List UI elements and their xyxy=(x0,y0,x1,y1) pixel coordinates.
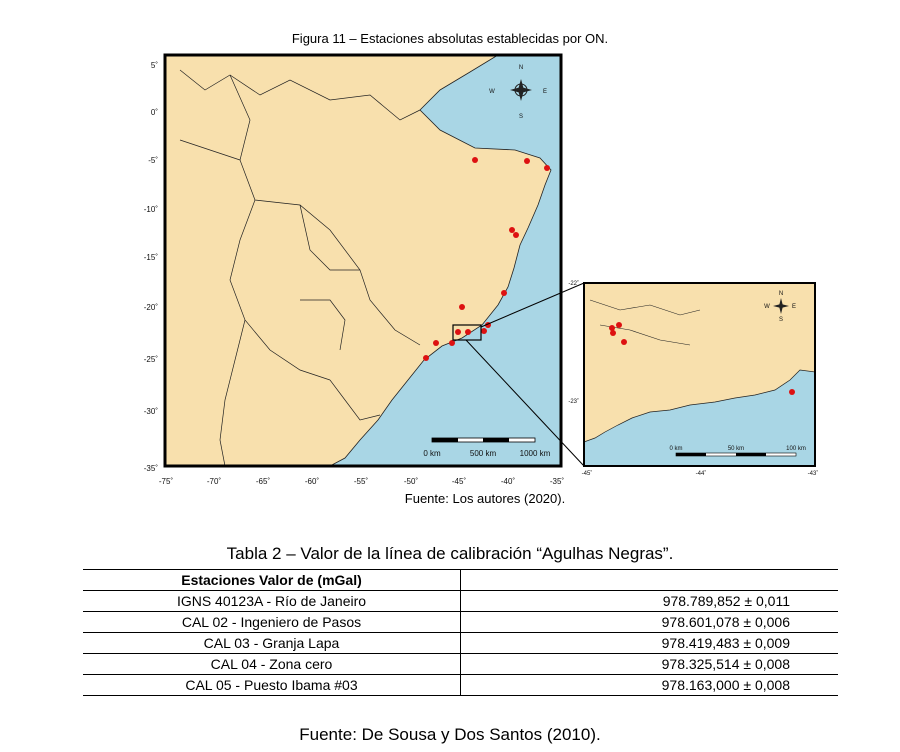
station-point xyxy=(544,165,550,171)
inset-compass-icon: N S E W xyxy=(764,291,796,323)
lat-tick: -20˚ xyxy=(144,303,159,312)
lat-tick: -5˚ xyxy=(148,156,158,165)
svg-text:0 km: 0 km xyxy=(423,449,441,458)
station-point xyxy=(465,329,471,335)
station-point xyxy=(423,355,429,361)
station-cell: CAL 03 - Granja Lapa xyxy=(83,632,461,654)
inset-land xyxy=(583,282,816,443)
value-cell: 978.789,852 ± 0,011 xyxy=(662,593,790,609)
country-borders xyxy=(179,69,421,467)
svg-text:1000 km: 1000 km xyxy=(520,449,551,458)
svg-text:E: E xyxy=(543,89,547,95)
table-row: CAL 03 - Granja Lapa 978.419,483 ± 0,009 xyxy=(83,632,838,654)
inset-lat-tick: -23˚ xyxy=(568,398,579,405)
inset-frame xyxy=(583,282,816,467)
station-point xyxy=(610,330,616,336)
table-source: Fuente: De Sousa y Dos Santos (2010). xyxy=(299,725,601,744)
lon-tick: -40˚ xyxy=(501,477,516,486)
station-point xyxy=(609,325,615,331)
table-row: IGNS 40123A - Río de Janeiro 978.789,852… xyxy=(83,590,838,612)
value-cell: 978.601,078 ± 0,006 xyxy=(661,614,790,630)
svg-text:W: W xyxy=(489,89,495,95)
station-point xyxy=(789,389,795,395)
figure-source: Fuente: Los autores (2020). xyxy=(404,491,566,506)
station-cell: IGNS 40123A - Río de Janeiro xyxy=(83,590,461,612)
svg-text:S: S xyxy=(519,114,523,120)
value-cell: 978.163,000 ± 0,008 xyxy=(661,677,790,693)
calibration-table: Estaciones Valor de (mGal) IGNS 40123A -… xyxy=(83,569,838,696)
table-row: CAL 05 - Puesto Ibama #03 978.163,000 ± … xyxy=(83,674,838,696)
inset-stations xyxy=(609,322,795,395)
station-point xyxy=(481,328,487,334)
svg-text:N: N xyxy=(779,291,783,297)
svg-text:0 km: 0 km xyxy=(669,446,682,452)
station-point xyxy=(455,329,461,335)
station-point xyxy=(501,290,507,296)
lat-tick: -35˚ xyxy=(144,464,159,473)
station-point xyxy=(433,340,439,346)
station-point xyxy=(513,232,519,238)
inset-connector xyxy=(480,282,585,328)
table-caption: Tabla 2 – Valor de la línea de calibraci… xyxy=(226,544,674,563)
value-cell: 978.419,483 ± 0,009 xyxy=(661,635,790,651)
lat-tick: -10˚ xyxy=(144,205,159,214)
lat-tick: -25˚ xyxy=(144,355,159,364)
station-point xyxy=(449,340,455,346)
lon-tick: -75˚ xyxy=(159,477,174,486)
svg-text:E: E xyxy=(792,304,796,310)
lon-tick: -65˚ xyxy=(256,477,271,486)
stations xyxy=(423,157,550,361)
inset-lon-tick: -43˚ xyxy=(808,470,819,477)
inset-connector xyxy=(465,339,585,467)
lat-tick: 0˚ xyxy=(151,108,158,117)
table-header-row: Estaciones Valor de (mGal) xyxy=(83,569,838,591)
inset-locator-box xyxy=(452,324,482,341)
station-cell: CAL 02 - Ingeniero de Pasos xyxy=(83,611,461,633)
table-row: CAL 02 - Ingeniero de Pasos 978.601,078 … xyxy=(83,611,838,633)
lat-tick: -30˚ xyxy=(144,407,159,416)
inset-lon-tick: -45˚ xyxy=(582,470,593,477)
lon-tick: -45˚ xyxy=(452,477,467,486)
scale-bar: 0 km 500 km 1000 km xyxy=(423,437,551,458)
lat-tick: -15˚ xyxy=(144,253,159,262)
svg-text:50 km: 50 km xyxy=(728,446,744,452)
lon-tick: -35˚ xyxy=(550,477,565,486)
svg-text:100 km: 100 km xyxy=(786,446,806,452)
south-america-land xyxy=(164,54,552,467)
station-point xyxy=(621,339,627,345)
inset-map: N S E W 0 km 50 km 100 km -22˚ -23˚ -45˚… xyxy=(568,280,818,477)
table-header-cell xyxy=(460,569,838,591)
main-map: 5˚ 0˚ -5˚ -10˚ -15˚ -20˚ -25˚ -30˚ -35˚ … xyxy=(144,53,585,486)
svg-text:500 km: 500 km xyxy=(470,449,497,458)
svg-text:S: S xyxy=(779,317,783,323)
figure-caption: Figura 11 – Estaciones absolutas estable… xyxy=(291,31,609,46)
compass-rose-icon: N S E W xyxy=(489,65,547,120)
station-point xyxy=(524,158,530,164)
lat-tick: 5˚ xyxy=(151,61,158,70)
inset-scale-bar: 0 km 50 km 100 km xyxy=(669,446,806,457)
value-cell: 978.325,514 ± 0,008 xyxy=(661,656,790,672)
station-point xyxy=(616,322,622,328)
station-cell: CAL 05 - Puesto Ibama #03 xyxy=(83,674,461,696)
inset-lat-tick: -22˚ xyxy=(568,280,579,287)
svg-text:W: W xyxy=(764,304,770,310)
lon-tick: -60˚ xyxy=(305,477,320,486)
map-frame xyxy=(163,53,563,468)
lon-tick: -55˚ xyxy=(354,477,369,486)
inset-lon-tick: -44˚ xyxy=(696,470,707,477)
station-point xyxy=(459,304,465,310)
station-point xyxy=(472,157,478,163)
table-header-cell: Estaciones Valor de (mGal) xyxy=(181,572,362,588)
station-point xyxy=(509,227,515,233)
svg-text:N: N xyxy=(519,65,523,71)
lon-tick: -70˚ xyxy=(207,477,222,486)
table-row: CAL 04 - Zona cero 978.325,514 ± 0,008 xyxy=(83,653,838,675)
lon-tick: -50˚ xyxy=(404,477,419,486)
station-cell: CAL 04 - Zona cero xyxy=(83,653,461,675)
